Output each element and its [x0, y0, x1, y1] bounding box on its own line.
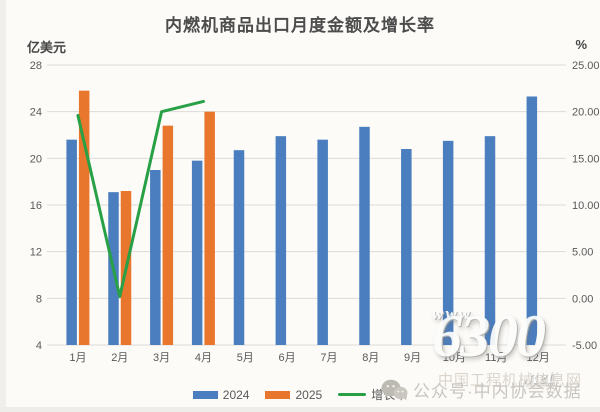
right-axis-tick: 0.00	[572, 293, 593, 305]
legend-label-growth-rate: 增长率	[371, 388, 408, 402]
bar-2025-4月	[204, 111, 215, 346]
bar-2025-3月	[162, 125, 174, 346]
right-axis-tick: 20.00	[572, 107, 600, 119]
x-axis-label: 2月	[111, 352, 128, 364]
bar-2024-10月	[442, 140, 454, 345]
legend-label-2025: 2025	[295, 387, 323, 402]
right-axis-tick: 10.00	[572, 200, 600, 212]
right-axis-tick: -5.00	[572, 340, 597, 352]
bar-2024-4月	[191, 160, 203, 345]
right-axis-unit-label: %	[575, 37, 587, 52]
x-axis-label: 11月	[485, 352, 507, 364]
bar-2024-12月	[526, 96, 538, 345]
chart-title: 内燃机商品出口月度金额及增长率	[165, 16, 435, 35]
legend-swatch-growth-line	[338, 393, 367, 396]
x-axis-label: 7月	[320, 352, 337, 364]
chart-legend: 2024 2025 增长率	[0, 386, 600, 403]
x-axis-label: 10月	[443, 352, 466, 364]
legend-swatch-2025	[265, 390, 291, 399]
bar-2024-9月	[401, 149, 412, 345]
bar-2025-1月	[78, 90, 90, 346]
bar-2024-3月	[150, 170, 161, 345]
right-axis-tick: 15.00	[572, 153, 600, 165]
left-axis-unit-label: 亿美元	[27, 40, 67, 55]
left-edge-strip	[0, 0, 6, 412]
legend-swatch-2024	[192, 390, 218, 399]
x-axis-label: 9月	[404, 352, 421, 364]
x-axis-label: 1月	[69, 352, 86, 364]
x-axis-label: 5月	[237, 352, 254, 364]
right-axis-tick: 25.00	[572, 60, 600, 72]
x-axis-label: 8月	[362, 352, 379, 364]
x-axis-label: 4月	[195, 352, 212, 364]
right-axis-tick: 5.00	[572, 247, 593, 259]
legend-item-growth-rate: 增长率	[338, 386, 407, 403]
bar-2024-1月	[66, 139, 77, 345]
left-axis-tick: 4	[36, 340, 42, 352]
bar-2024-7月	[317, 139, 328, 345]
left-axis-tick: 12	[30, 247, 42, 259]
left-axis-tick: 20	[30, 153, 42, 165]
left-axis-tick: 24	[30, 107, 42, 119]
x-axis-label: 12月	[526, 352, 549, 364]
legend-label-2024: 2024	[222, 387, 250, 402]
left-axis-tick: 16	[30, 200, 42, 212]
legend-item-2024: 2024	[192, 387, 250, 402]
bar-2024-5月	[233, 150, 245, 345]
bar-2024-8月	[359, 126, 370, 345]
legend-item-2025: 2025	[265, 388, 322, 402]
left-axis-tick: 8	[36, 293, 42, 305]
bar-2024-11月	[484, 136, 496, 345]
bar-2024-6月	[275, 136, 287, 345]
left-axis-tick: 28	[30, 60, 42, 72]
growth-rate-line	[76, 99, 205, 298]
x-axis-label: 6月	[279, 352, 296, 364]
x-axis-label: 3月	[153, 352, 170, 364]
bottom-edge-strip	[0, 407, 600, 412]
